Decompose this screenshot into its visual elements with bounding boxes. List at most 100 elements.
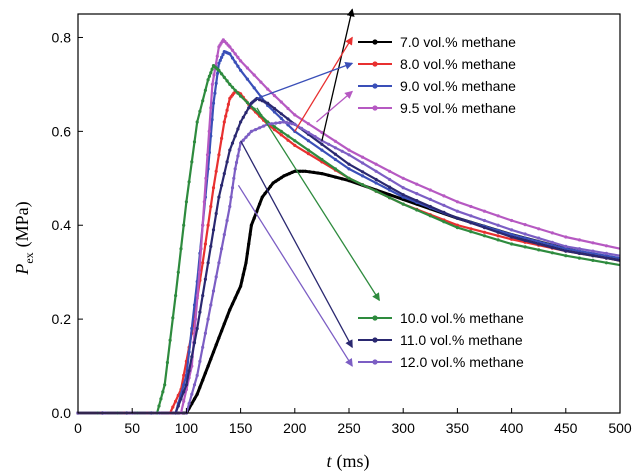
data-point [455,223,459,227]
data-point [211,186,216,190]
data-point [308,170,312,174]
data-point [187,402,191,406]
tick-layer: 0 50 100 150 200 250 300 350 400 450 500 0.0 0.2 0.4 0… [52,29,632,436]
data-point [388,193,392,197]
data-point [298,169,302,173]
data-point [293,113,297,117]
data-point [272,128,277,132]
data-point [537,248,541,252]
data-point [278,121,282,125]
data-point [233,167,237,171]
data-point [218,58,222,63]
data-point [157,404,161,408]
data-point [241,138,245,142]
data-point [564,254,568,258]
data-point [182,223,186,227]
data-point [210,82,214,86]
data-point [225,315,229,319]
data-point [279,100,283,104]
data-point [272,106,277,111]
y-tick-label: 0.6 [52,123,72,139]
y-axis-symbol: P [12,264,32,276]
data-point [374,181,378,185]
data-point [469,214,473,218]
data-point [244,261,248,265]
data-point [228,45,232,49]
data-point [510,228,514,232]
data-point [340,149,344,153]
data-point [217,153,221,157]
data-point [272,125,277,129]
data-point [285,173,289,177]
data-point [220,329,224,333]
data-point [248,233,252,237]
data-point [320,157,324,162]
data-point [428,204,432,209]
data-point [190,392,194,396]
data-point [217,336,221,340]
arrow-layer [237,8,380,367]
data-point [333,157,337,162]
data-point [266,101,270,105]
data-point [182,390,186,394]
data-point [195,373,199,377]
legend-marker [372,61,378,67]
data-point [523,232,527,236]
data-point [510,242,514,246]
data-point [274,121,278,125]
data-point [239,284,243,288]
data-point [388,196,392,200]
x-tick-label: 200 [283,420,307,436]
legend-label: 9.0 vol.% methane [400,78,516,94]
data-point [347,167,351,171]
data-point [263,191,267,196]
data-point [220,183,224,187]
data-point [320,130,324,135]
data-point [279,116,283,120]
data-point [442,220,446,224]
data-point [174,294,178,298]
legend-arrow [321,8,355,141]
legend-entry: 9.5 vol.% methane [358,100,516,116]
data-point [374,169,378,173]
legend-entry: 11.0 vol.% methane [358,332,523,348]
data-point [272,110,277,114]
legend-marker [372,39,378,45]
data-point [222,322,226,326]
data-point [258,126,262,130]
data-point [550,251,554,255]
data-point [198,359,202,363]
data-point [469,221,473,225]
data-point [510,218,514,223]
data-point [401,186,405,190]
data-point [176,393,180,397]
data-point [347,176,351,180]
data-point [252,216,256,220]
data-point [210,67,214,71]
data-point [285,121,289,125]
data-point [286,138,290,142]
data-point [537,227,541,231]
legend-entry: 12.0 vol.% methane [358,354,524,370]
data-point [258,98,262,102]
legend-marker [372,315,378,321]
legend-entry: 8.0 vol.% methane [358,56,516,72]
data-point [195,326,199,331]
data-point [171,316,175,320]
data-point [209,134,213,138]
data-point [510,235,514,239]
y-tick-label: 0.2 [52,311,72,327]
data-point [455,216,459,220]
data-point [388,169,392,173]
data-point [496,238,500,242]
data-point [333,175,337,179]
data-point [198,385,202,389]
data-point [222,120,226,124]
data-point [217,195,221,199]
data-point [204,176,208,180]
data-point [209,106,213,110]
x-tick-label: 400 [500,420,524,436]
data-point [523,223,527,227]
series-line [78,97,621,415]
data-point [469,204,473,209]
